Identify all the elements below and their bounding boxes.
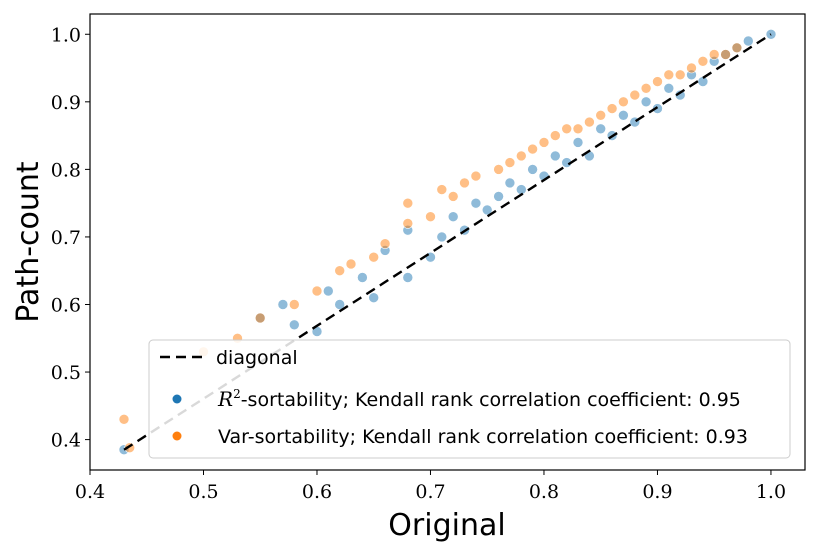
r2-point-13 (436, 231, 448, 243)
var-point-8 (345, 258, 357, 270)
var-point-17 (470, 170, 482, 182)
y-tick-label: 0.6 (51, 294, 81, 316)
r2-point-18 (493, 191, 504, 202)
var-point-7 (334, 265, 346, 277)
r2-point-31 (640, 96, 652, 108)
legend-r2-label: R2-sortability; Kendall rank correlation… (217, 387, 741, 411)
y-tick-label: 0.5 (51, 362, 81, 384)
r2-point-17 (481, 204, 493, 216)
legend-var-label: Var-sortability; Kendall rank correlatio… (218, 426, 748, 448)
var-point-35 (686, 62, 697, 74)
r2-point-3 (288, 319, 300, 331)
var-point-39 (731, 42, 743, 54)
r2-point-20 (515, 184, 527, 195)
legend-box (148, 339, 791, 459)
r2-point-8 (368, 292, 380, 304)
var-point-34 (674, 69, 686, 81)
var-point-27 (595, 110, 607, 121)
var-point-13 (425, 211, 436, 222)
x-tick-label: 0.8 (529, 481, 559, 503)
r2-point-21 (527, 164, 538, 175)
y-axis-title: Path-count (11, 161, 46, 323)
r2-point-34 (674, 89, 686, 101)
r2-point-23 (549, 150, 561, 162)
y-tick-label: 0.7 (51, 227, 81, 249)
x-tick-label: 0.7 (415, 481, 445, 503)
x-tick-label: 0.9 (642, 481, 672, 503)
var-point-37 (708, 49, 720, 60)
var-point-24 (561, 123, 573, 135)
var-point-30 (629, 89, 641, 101)
x-tick-label: 0.4 (75, 481, 105, 503)
r2-point-40 (742, 35, 754, 47)
var-point-4 (254, 312, 266, 324)
var-point-32 (652, 76, 663, 87)
x-tick-label: 0.6 (302, 481, 332, 503)
var-point-16 (459, 177, 470, 189)
x-axis-title: Original (388, 508, 505, 543)
x-tick-label: 0.5 (188, 481, 218, 503)
var-point-29 (618, 96, 629, 108)
ticks-layer: 0.4 0.5 0.6 0.7 0.8 0.9 1.0 0.4 0.5 0.6 0.7 0.8 0.9 1… (51, 24, 786, 503)
r2-point-5 (322, 285, 334, 297)
var-point-28 (606, 103, 618, 114)
r2-point-33 (663, 83, 675, 94)
var-point-10 (379, 238, 391, 249)
y-tick-label: 1.0 (51, 24, 81, 46)
r2-point-6 (334, 299, 346, 310)
legend-diagonal-label: diagonal (216, 347, 298, 369)
var-point-23 (549, 130, 561, 141)
var-point-6 (311, 285, 323, 297)
y-tick-label: 0.9 (51, 92, 81, 114)
var-point-0 (118, 413, 130, 425)
plot-frame (89, 13, 806, 471)
r2-point-14 (447, 211, 459, 222)
var-point-36 (697, 55, 709, 67)
var-point-18 (493, 164, 504, 175)
var-point-21 (527, 143, 538, 155)
var-point-31 (640, 83, 652, 94)
r2-point-16 (470, 197, 482, 209)
var-point-22 (538, 137, 550, 148)
x-tick-label: 1.0 (756, 481, 786, 503)
var-point-11 (402, 218, 414, 229)
var-point-33 (663, 69, 675, 81)
legend: diagonal R2-sortability; Kendall rank co… (148, 339, 791, 459)
r2-point-41 (765, 28, 777, 40)
r2-point-29 (618, 110, 629, 121)
legend-r2-superscript: 2 (233, 387, 241, 401)
legend-r2-marker (172, 394, 182, 404)
var-point-5 (288, 299, 300, 310)
r2-point-10 (402, 272, 414, 283)
r2-point-36 (697, 76, 709, 87)
r2-point-32 (652, 103, 663, 114)
r2-point-2 (277, 299, 289, 310)
var-point-15 (447, 191, 459, 202)
var-point-9 (368, 251, 380, 263)
var-point-12 (402, 197, 414, 209)
legend-r2-text: -sortability; Kendall rank correlation c… (241, 389, 741, 411)
r2-point-19 (504, 177, 516, 189)
var-point-26 (584, 116, 595, 128)
legend-r2-symbol: R (217, 387, 233, 411)
r2-point-12 (425, 251, 436, 263)
r2-point-27 (595, 123, 607, 135)
r2-point-7 (357, 272, 368, 283)
y-tick-label: 0.8 (51, 159, 81, 181)
var-point-25 (572, 123, 584, 135)
r2-point-25 (572, 137, 584, 148)
var-point-14 (436, 184, 448, 195)
legend-var-marker (172, 431, 182, 441)
var-point-20 (515, 150, 527, 162)
var-point-19 (504, 157, 516, 168)
var-point-38 (720, 49, 731, 60)
y-tick-label: 0.4 (51, 430, 81, 452)
